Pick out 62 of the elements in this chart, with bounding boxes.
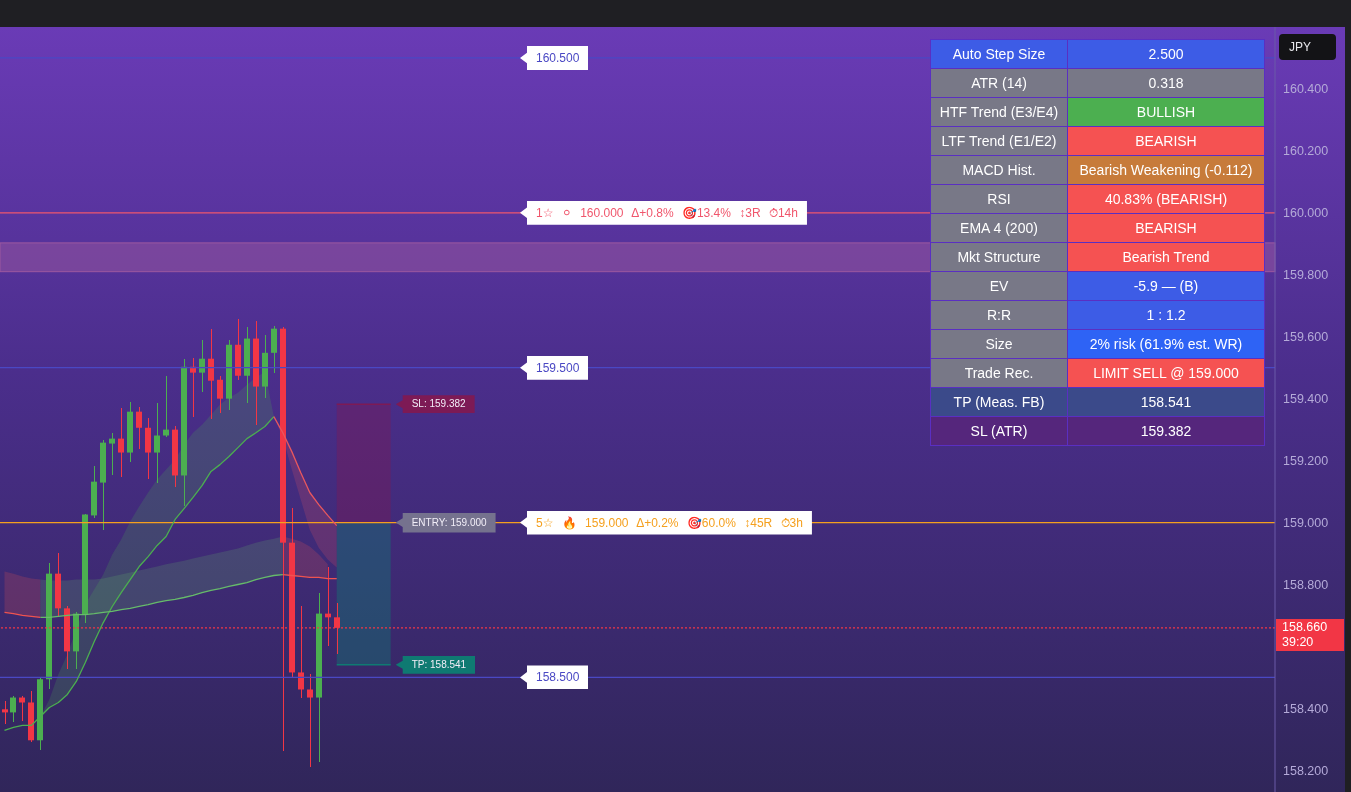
annotation: ENTRY: 159.000 — [395, 512, 496, 533]
y-tick-label: 158.800 — [1283, 577, 1329, 592]
y-axis-title: JPY — [1279, 34, 1336, 60]
text: LTF Trend (E1/E2) — [941, 133, 1057, 149]
candlestick — [118, 407, 124, 478]
text: BULLISH — [1136, 104, 1196, 120]
y-tick-label: 158.200 — [1283, 763, 1329, 778]
ref-line-label: 160.500 — [520, 45, 589, 70]
text: 2% risk (61.9% est. WR) — [1089, 336, 1243, 352]
text: EMA 4 (200) — [960, 220, 1038, 236]
candlestick — [163, 375, 169, 438]
candlestick — [109, 432, 115, 476]
ref-line-label: 1☆ ⚪ 160.000 Δ+0.8% 🎯13.4% ↕3R ⏱14h — [520, 200, 807, 225]
y-tick-label: 159.800 — [1283, 268, 1329, 283]
y-tick-label: 160.400 — [1283, 82, 1329, 97]
text: Bearish Weakening (-0.112) — [1079, 162, 1253, 178]
text: EV — [989, 278, 1009, 294]
text: BEARISH — [1135, 220, 1197, 236]
text: Auto Step Size — [952, 46, 1046, 62]
text: 159.382 — [1140, 423, 1192, 439]
ref-line-label: 5☆ 🔥 159.000 Δ+0.2% 🎯60.0% ↕45R ⏱3h — [520, 510, 812, 535]
text: HTF Trend (E3/E4) — [939, 104, 1059, 120]
line-series — [273, 415, 338, 527]
y-tick-label: 158.400 — [1283, 701, 1329, 716]
y-tick-label: 159.200 — [1283, 454, 1329, 469]
y-tick-label: 160.200 — [1283, 144, 1329, 159]
text: RSI — [987, 191, 1011, 207]
text: Bearish Trend — [1122, 249, 1210, 265]
text: -5.9 — (B) — [1133, 278, 1199, 294]
y-tick-label: 160.000 — [1283, 206, 1329, 221]
line-series — [39, 573, 284, 618]
text: MACD Hist. — [962, 162, 1036, 178]
text: SL (ATR) — [970, 423, 1028, 439]
ref-line-label: 159.500 — [520, 355, 589, 380]
text: 0.318 — [1148, 75, 1184, 91]
y-tick-label: 159.600 — [1283, 330, 1329, 345]
text: R:R — [986, 307, 1012, 323]
text: 1 : 1.2 — [1146, 307, 1186, 323]
text: ATR (14) — [971, 75, 1027, 91]
candlestick — [2, 700, 8, 725]
text: BEARISH — [1135, 133, 1197, 149]
candlestick — [199, 339, 205, 393]
band-label: SL: 159.382 — [395, 395, 475, 414]
text: LIMIT SELL @ 159.000 — [1093, 365, 1239, 381]
ref-line-label: 158.660 39:20 — [1276, 618, 1344, 651]
candlestick — [10, 695, 16, 723]
text: TP (Meas. FB) — [953, 394, 1045, 410]
y-tick-label: 159.400 — [1283, 392, 1329, 407]
text: 40.83% (BEARISH) — [1104, 191, 1228, 207]
candlestick — [217, 375, 223, 414]
candlestick — [208, 328, 214, 420]
text: 158.541 — [1140, 394, 1192, 410]
text: 2.500 — [1148, 46, 1184, 62]
y-tick-label: 159.000 — [1283, 515, 1329, 530]
text: Mkt Structure — [957, 249, 1041, 265]
text: Trade Rec. — [964, 365, 1034, 381]
candlestick — [136, 406, 142, 450]
band-label: TP: 158.541 — [395, 655, 476, 674]
candlestick — [307, 673, 313, 768]
ref-line-label: 158.500 — [520, 665, 589, 690]
candlestick — [154, 402, 160, 484]
text: Size — [985, 336, 1013, 352]
